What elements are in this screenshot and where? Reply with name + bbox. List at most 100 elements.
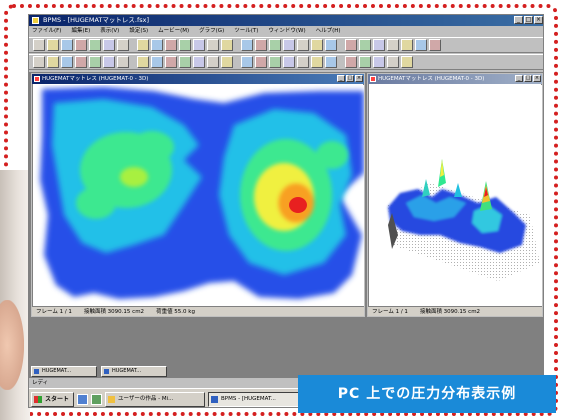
child-close-button[interactable]: × [533, 75, 541, 82]
toolbar-button-icon[interactable] [401, 39, 413, 51]
toolbar-button-icon[interactable] [151, 56, 163, 68]
minimize-button[interactable]: _ [514, 16, 523, 24]
toolbar-button-icon[interactable] [221, 39, 233, 51]
minimized-window[interactable]: HUGEMAT... [101, 366, 167, 377]
window-icon [34, 369, 39, 374]
pressure-3d-titlebar[interactable]: HUGEMATマットレス (HUGEMAT-0 - 3D) _ □ × [368, 74, 542, 84]
toolbar-button-icon[interactable] [193, 56, 205, 68]
pressure-3d-window[interactable]: HUGEMATマットレス (HUGEMAT-0 - 3D) _ □ × [367, 73, 543, 317]
toolbar-button-icon[interactable] [311, 56, 323, 68]
toolbar-button-icon[interactable] [429, 39, 441, 51]
toolbar-button-icon[interactable] [325, 39, 337, 51]
toolbar-button-icon[interactable] [241, 56, 253, 68]
menu-item-5[interactable]: グラフ(G) [199, 28, 225, 34]
toolbar-button-icon[interactable] [207, 56, 219, 68]
toolbar-button-icon[interactable] [89, 56, 101, 68]
toolbar-button-icon[interactable] [179, 56, 191, 68]
toolbar-button-icon[interactable] [165, 56, 177, 68]
child-close-button[interactable]: × [355, 75, 363, 82]
toolbar-button-icon[interactable] [345, 39, 357, 51]
folder-icon [108, 395, 116, 403]
toolbar-button-icon[interactable] [75, 39, 87, 51]
menu-item-7[interactable]: ウィンドウ(W) [268, 28, 306, 34]
menu-item-3[interactable]: 設定(S) [129, 28, 149, 34]
toolbar-button-icon[interactable] [151, 39, 163, 51]
contact-area: 接触面積 3090.15 cm2 [83, 309, 145, 315]
toolbar-button-icon[interactable] [137, 56, 149, 68]
window-title: BPMS - [HUGEMATマットレス.fsx] [43, 16, 150, 24]
child-maximize-button[interactable]: □ [524, 75, 532, 82]
toolbar-button-icon[interactable] [75, 56, 87, 68]
menu-item-8[interactable]: ヘルプ(H) [315, 28, 341, 34]
toolbar-button-icon[interactable] [179, 39, 191, 51]
toolbar-button-icon[interactable] [283, 56, 295, 68]
toolbar-button-icon[interactable] [387, 39, 399, 51]
frame-counter-3d: フレーム 1 / 1 [372, 309, 408, 315]
menu-item-2[interactable]: 表示(V) [100, 28, 120, 34]
toolbar-button-icon[interactable] [241, 39, 253, 51]
toolbar-button-icon[interactable] [61, 39, 73, 51]
toolbar-button-icon[interactable] [387, 56, 399, 68]
child-minimize-button[interactable]: _ [337, 75, 345, 82]
maximize-button[interactable]: □ [524, 16, 533, 24]
toolbar-button-icon[interactable] [269, 39, 281, 51]
toolbar-button-icon[interactable] [47, 56, 59, 68]
view-icon [34, 76, 40, 82]
minimized-window[interactable]: HUGEMAT... [31, 366, 97, 377]
pressure-2d-statusbar: フレーム 1 / 1 接触面積 3090.15 cm2 荷重値 55.0 kg [32, 306, 364, 316]
toolbar-button-icon[interactable] [345, 56, 357, 68]
toolbar-button-icon[interactable] [401, 56, 413, 68]
toolbar-button-icon[interactable] [103, 56, 115, 68]
toolbar-button-icon[interactable] [311, 39, 323, 51]
toolbar-button-icon[interactable] [415, 39, 427, 51]
desktop-icon[interactable] [91, 393, 103, 405]
app-icon [32, 17, 39, 24]
toolbar-button-icon[interactable] [61, 56, 73, 68]
taskbar-item-folder[interactable]: ユーザーの作品 - Mi... [105, 391, 206, 407]
toolbar-button-icon[interactable] [325, 56, 337, 68]
menu-item-6[interactable]: ツール(T) [234, 28, 259, 34]
ie-icon[interactable] [77, 393, 89, 405]
pressure-2d-titlebar[interactable]: HUGEMATマットレス (HUGEMAT-0 - 3D) _ □ × [32, 74, 364, 84]
toolbar-button-icon[interactable] [373, 39, 385, 51]
toolbar-button-icon[interactable] [207, 39, 219, 51]
taskbar-item-bpms[interactable]: BPMS - [HUGEMAT... [208, 391, 309, 407]
toolbar-button-icon[interactable] [359, 56, 371, 68]
child-maximize-button[interactable]: □ [346, 75, 354, 82]
pressure-3d-title: HUGEMATマットレス (HUGEMAT-0 - 3D) [378, 76, 485, 82]
toolbar-button-icon[interactable] [117, 39, 129, 51]
menu-bar: ファイル(F) 編集(E) 表示(V) 設定(S) ムービー(M) グラフ(G) ツール(T… [29, 26, 543, 36]
main-toolbar [29, 37, 543, 53]
toolbar-button-icon[interactable] [373, 56, 385, 68]
toolbar-button-icon[interactable] [255, 56, 267, 68]
child-minimize-button[interactable]: _ [515, 75, 523, 82]
toolbar-button-icon[interactable] [137, 39, 149, 51]
toolbar-button-icon[interactable] [117, 56, 129, 68]
toolbar-button-icon[interactable] [47, 39, 59, 51]
toolbar-button-icon[interactable] [221, 56, 233, 68]
toolbar-button-icon[interactable] [269, 56, 281, 68]
toolbar-button-icon[interactable] [193, 39, 205, 51]
toolbar-button-icon[interactable] [89, 39, 101, 51]
window-titlebar[interactable]: BPMS - [HUGEMATマットレス.fsx] _ □ × [29, 15, 543, 26]
pressure-3d-surface[interactable] [370, 85, 542, 307]
toolbar-button-icon[interactable] [297, 56, 309, 68]
menu-item-1[interactable]: 編集(E) [71, 28, 91, 34]
close-button[interactable]: × [534, 16, 543, 24]
toolbar-button-icon[interactable] [359, 39, 371, 51]
menu-item-4[interactable]: ムービー(M) [158, 28, 190, 34]
minimized-windows: HUGEMAT... HUGEMAT... [31, 366, 167, 377]
toolbar-button-icon[interactable] [33, 56, 45, 68]
app-statusbar: レディ [29, 378, 543, 388]
start-button[interactable]: スタート [31, 391, 75, 407]
toolbar-button-icon[interactable] [33, 39, 45, 51]
toolbar-button-icon[interactable] [283, 39, 295, 51]
toolbar-button-icon[interactable] [103, 39, 115, 51]
pressure-heatmap[interactable] [34, 85, 364, 307]
toolbar-button-icon[interactable] [255, 39, 267, 51]
pressure-2d-window[interactable]: HUGEMATマットレス (HUGEMAT-0 - 3D) _ □ × [31, 73, 365, 317]
toolbar-button-icon[interactable] [297, 39, 309, 51]
toolbar-button-icon[interactable] [165, 39, 177, 51]
frame-counter: フレーム 1 / 1 [36, 309, 72, 315]
menu-item-0[interactable]: ファイル(F) [32, 28, 62, 34]
